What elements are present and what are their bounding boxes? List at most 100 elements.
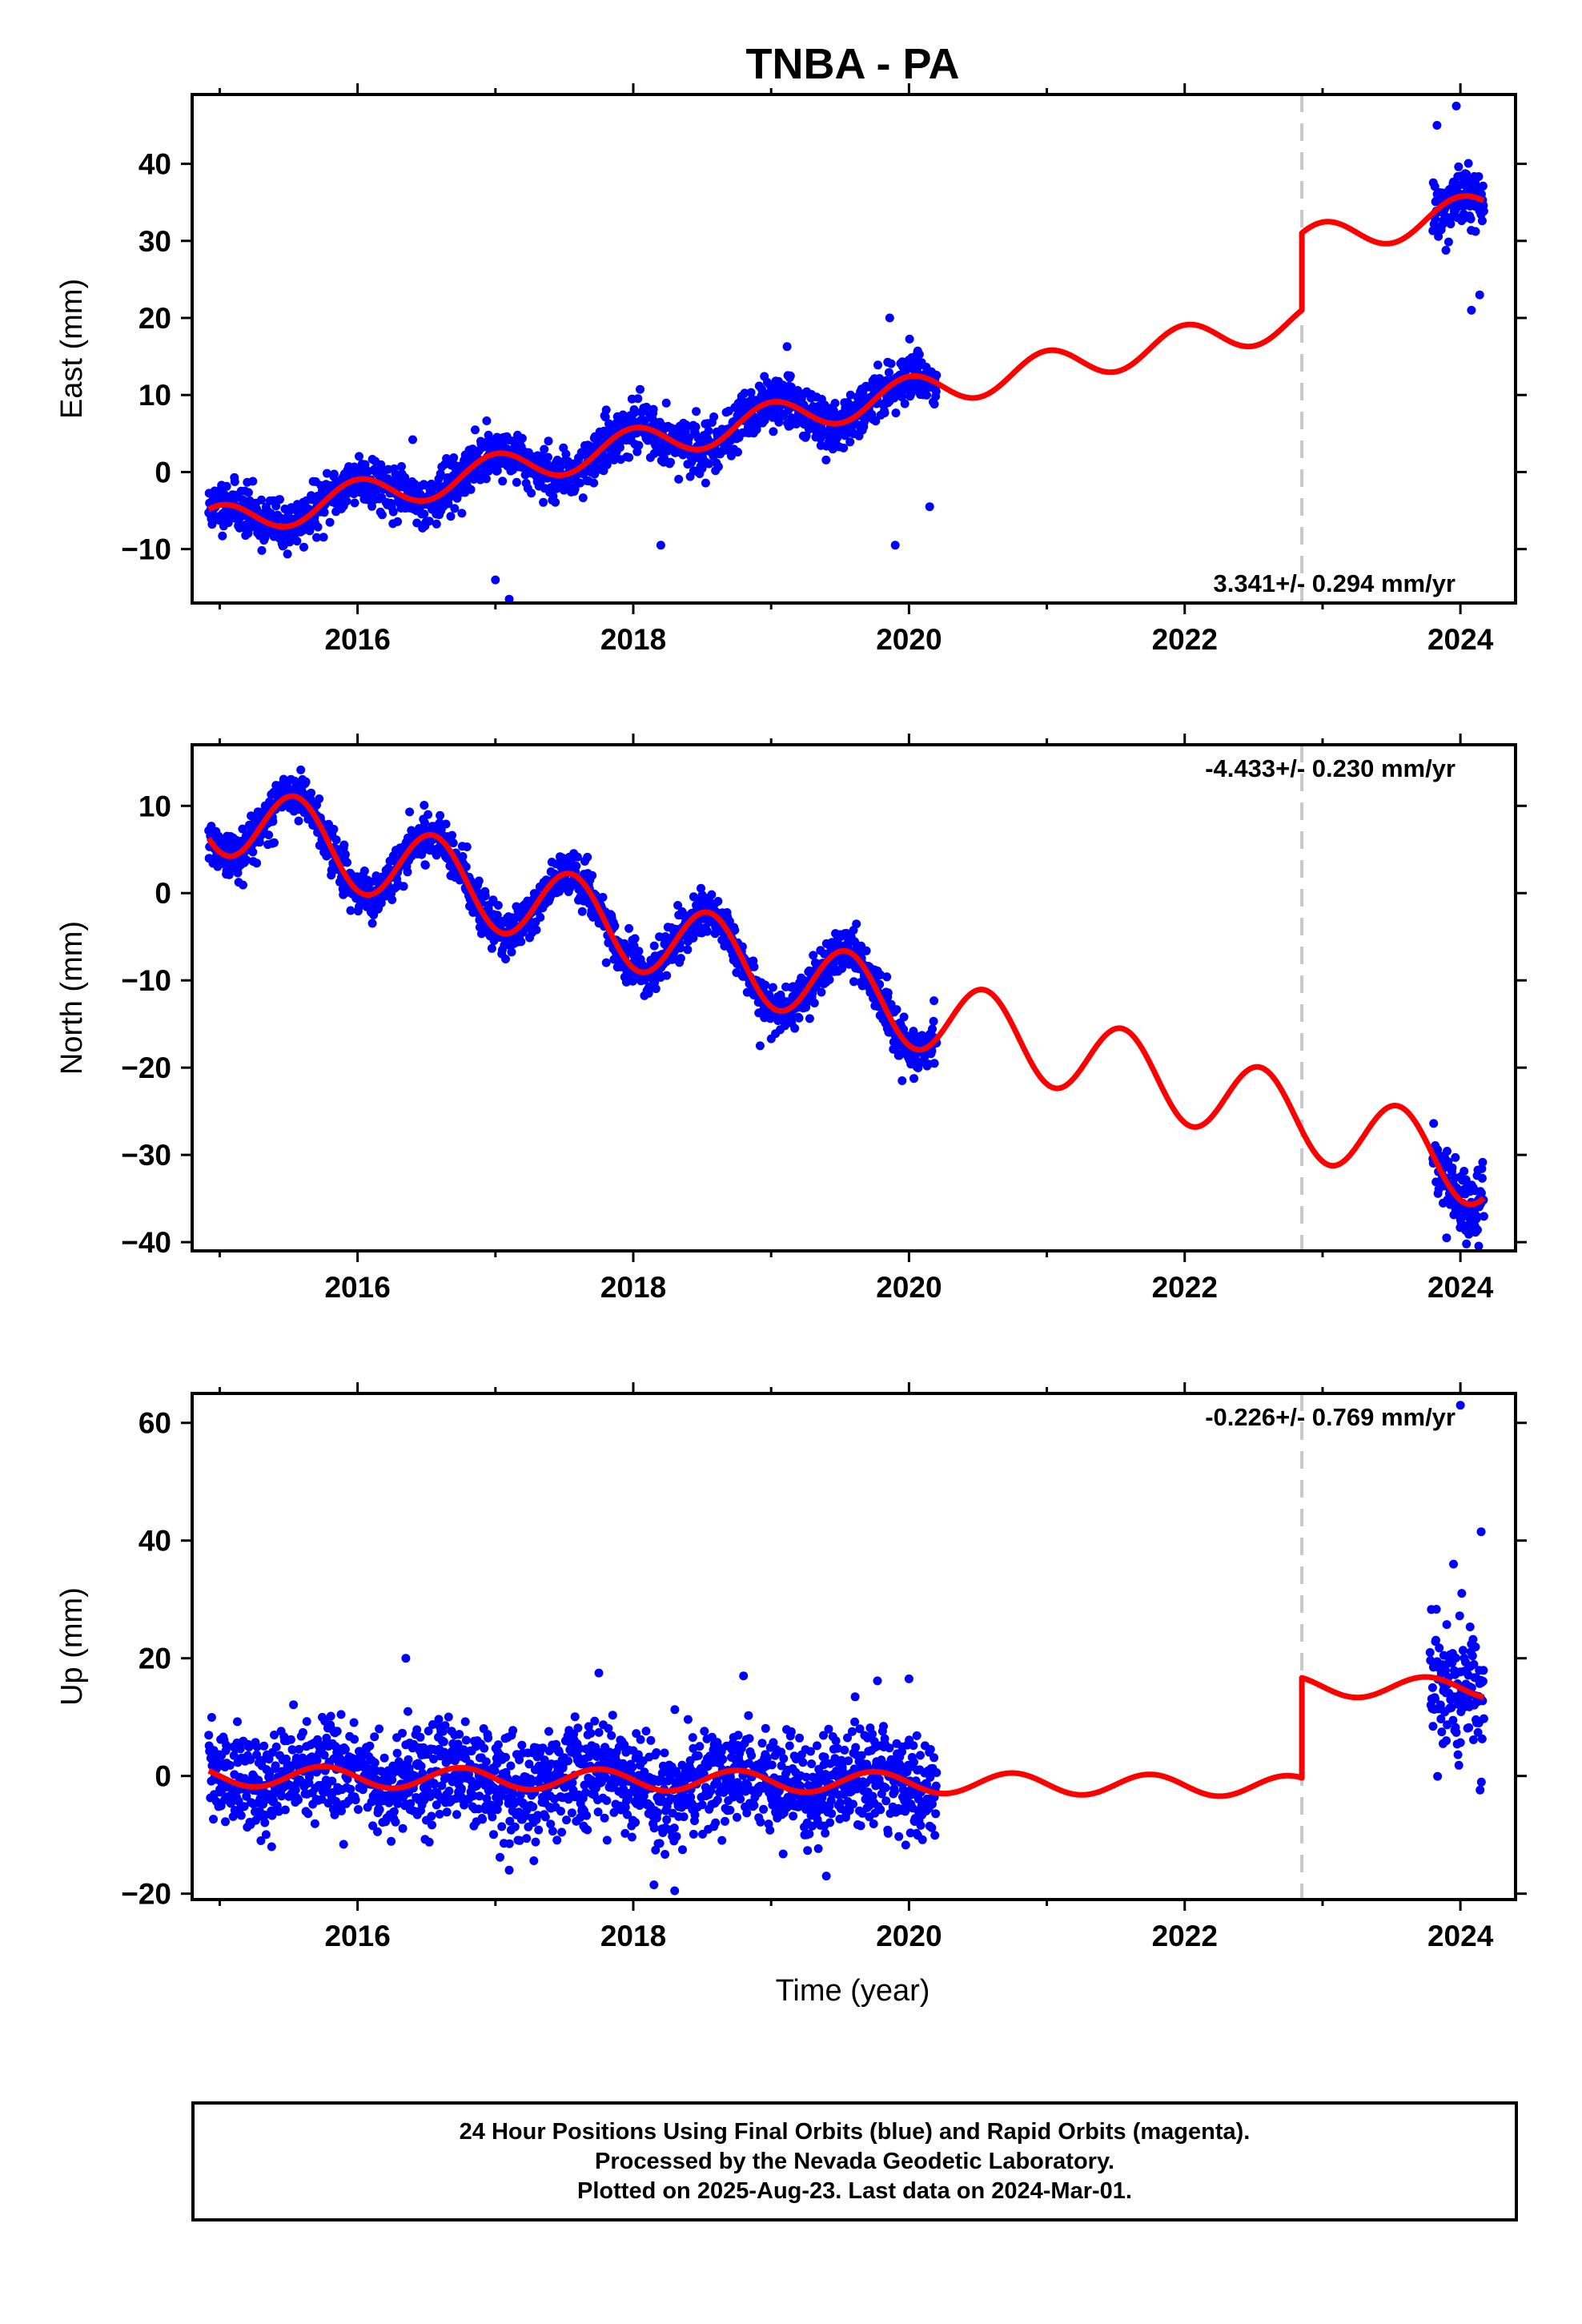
data-point bbox=[649, 1823, 659, 1833]
data-point bbox=[1474, 1241, 1484, 1251]
data-point bbox=[536, 913, 545, 922]
data-point bbox=[628, 1763, 637, 1772]
data-point-outlier bbox=[1432, 121, 1442, 130]
data-point bbox=[785, 371, 795, 380]
data-point bbox=[929, 1016, 938, 1026]
data-point bbox=[516, 937, 526, 947]
data-point bbox=[351, 1795, 360, 1805]
data-point bbox=[310, 1819, 319, 1828]
data-point bbox=[683, 1715, 693, 1724]
data-point bbox=[336, 1710, 346, 1719]
data-point bbox=[260, 1818, 270, 1827]
y-tick-label: 0 bbox=[155, 456, 171, 489]
y-tick-label: 10 bbox=[139, 379, 171, 412]
data-point bbox=[379, 1753, 389, 1763]
data-point bbox=[441, 819, 451, 829]
data-point bbox=[648, 404, 658, 414]
data-point bbox=[590, 1716, 600, 1726]
data-point bbox=[329, 825, 339, 834]
data-point bbox=[404, 1755, 413, 1764]
data-point bbox=[478, 1815, 488, 1824]
data-point bbox=[393, 517, 403, 526]
data-point bbox=[598, 893, 608, 902]
data-point bbox=[551, 497, 560, 507]
data-point bbox=[292, 537, 302, 546]
data-point-outlier bbox=[897, 1076, 907, 1085]
data-point bbox=[420, 860, 430, 870]
data-point bbox=[651, 984, 661, 994]
data-point bbox=[488, 1812, 497, 1822]
data-point bbox=[809, 999, 819, 1007]
data-point bbox=[602, 1835, 612, 1845]
data-point bbox=[436, 810, 445, 820]
data-point bbox=[398, 1823, 408, 1833]
data-point bbox=[548, 1827, 557, 1836]
data-point-outlier bbox=[885, 313, 894, 323]
data-point bbox=[466, 485, 476, 494]
data-point bbox=[322, 468, 331, 478]
data-point bbox=[1447, 1163, 1457, 1172]
data-point bbox=[399, 882, 408, 891]
data-point bbox=[931, 387, 941, 396]
data-point bbox=[899, 1012, 909, 1022]
data-point bbox=[342, 497, 351, 506]
data-point bbox=[891, 408, 901, 418]
data-point bbox=[303, 1809, 313, 1819]
data-point bbox=[601, 405, 611, 415]
data-point bbox=[375, 1724, 384, 1734]
data-point bbox=[353, 1805, 363, 1814]
data-point bbox=[370, 1732, 379, 1742]
data-point bbox=[492, 466, 502, 476]
data-point bbox=[270, 838, 279, 847]
data-point bbox=[255, 838, 264, 847]
data-point bbox=[656, 1795, 666, 1804]
data-point bbox=[501, 1752, 510, 1762]
data-point bbox=[343, 858, 351, 867]
data-point bbox=[531, 1837, 540, 1847]
data-point bbox=[405, 807, 415, 817]
data-point bbox=[1466, 214, 1476, 223]
figure-title: TNBA - PA bbox=[746, 40, 960, 88]
data-point bbox=[705, 459, 714, 468]
data-point bbox=[355, 452, 363, 461]
data-point bbox=[576, 478, 585, 488]
data-point bbox=[830, 399, 840, 408]
data-point bbox=[484, 1733, 493, 1743]
data-point bbox=[852, 919, 861, 929]
data-point bbox=[561, 449, 571, 459]
data-point bbox=[556, 1807, 565, 1816]
data-point bbox=[225, 1760, 235, 1770]
data-point bbox=[679, 1812, 689, 1822]
data-point bbox=[704, 426, 713, 436]
data-point bbox=[442, 454, 452, 463]
data-point bbox=[329, 469, 339, 479]
x-tick-label: 2016 bbox=[324, 623, 390, 656]
data-point bbox=[602, 1795, 612, 1805]
data-point bbox=[365, 1741, 375, 1751]
data-point bbox=[600, 1813, 609, 1823]
data-point bbox=[243, 488, 253, 497]
data-point bbox=[397, 462, 406, 471]
data-point bbox=[662, 1815, 672, 1824]
data-point bbox=[325, 517, 335, 527]
data-point bbox=[725, 1805, 735, 1815]
data-point bbox=[286, 1735, 295, 1744]
data-point-outlier bbox=[497, 945, 507, 955]
data-point bbox=[672, 1831, 681, 1841]
data-point bbox=[882, 972, 892, 982]
data-point bbox=[717, 1835, 727, 1845]
panel-north: 2016 2018 2020 2022 2024−40−30−20−10010North… bbox=[55, 734, 1527, 1304]
data-point bbox=[676, 954, 685, 963]
data-point bbox=[420, 509, 429, 519]
data-point bbox=[636, 384, 644, 394]
data-point bbox=[660, 1748, 669, 1758]
data-point bbox=[631, 1818, 640, 1827]
data-point bbox=[718, 1755, 728, 1764]
data-point bbox=[239, 880, 247, 890]
data-point bbox=[420, 801, 429, 810]
data-point bbox=[471, 425, 480, 435]
data-point bbox=[578, 493, 588, 503]
data-point-outlier bbox=[1475, 290, 1484, 300]
